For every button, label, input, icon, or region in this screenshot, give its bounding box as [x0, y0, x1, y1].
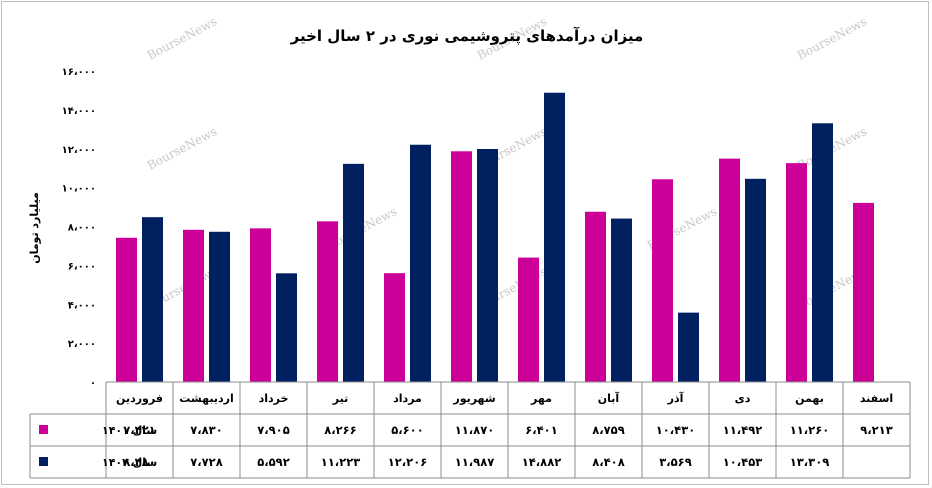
y-axis-label: میلیارد تومان [28, 192, 41, 264]
bar-series1 [183, 229, 204, 382]
data-label: ۷،۷۲۸ [190, 455, 222, 469]
bar-series2 [276, 273, 297, 382]
y-tick-label: ۶،۰۰۰ [68, 261, 96, 272]
y-tick-label: ۸،۰۰۰ [68, 223, 96, 234]
y-tick-label: ۲،۰۰۰ [68, 339, 96, 350]
data-label: ۱۳،۳۰۹ [790, 455, 829, 469]
bar-series1 [585, 211, 606, 382]
bar-series1 [451, 151, 472, 382]
x-tick-label: اسفند [860, 392, 893, 405]
bar-series1 [719, 158, 740, 382]
data-label: ۱۱،۴۹۲ [723, 423, 762, 437]
data-label: ۵،۶۰۰ [391, 423, 423, 437]
y-tick-label: ۴،۰۰۰ [68, 300, 96, 311]
data-label: ۷،۸۳۰ [190, 423, 222, 437]
y-axis: ۰ ۲،۰۰۰ ۴،۰۰۰ ۶،۰۰۰ ۸،۰۰۰ ۱۰،۰۰۰ ۱۲،۰۰۰ ۱۴،۰۰۰ ۱… [62, 67, 96, 389]
data-label: ۱۰،۴۵۳ [723, 455, 762, 469]
x-tick-label: خرداد [259, 392, 289, 405]
watermark-text: BourseNews [145, 14, 219, 62]
y-tick-label: ۱۴،۰۰۰ [62, 106, 96, 117]
data-label: ۸،۷۵۹ [592, 423, 624, 437]
bars-layer [116, 92, 874, 383]
data-label: ۸،۲۶۶ [324, 423, 356, 437]
x-tick-label: اردیبهشت [179, 392, 233, 405]
data-label: ۵،۵۹۲ [257, 455, 289, 469]
watermark-text: BourseNews [145, 124, 219, 172]
chart-title: میزان درآمدهای پتروشیمی نوری در ۲ سال اخ… [290, 27, 644, 46]
bar-series2 [477, 149, 498, 382]
x-tick-label: بهمن [795, 392, 824, 405]
x-tick-label: مهر [530, 392, 552, 405]
legend-swatch [39, 425, 48, 434]
data-label: ۱۴،۸۸۲ [522, 455, 561, 469]
bar-series2 [745, 178, 766, 382]
data-label: ۶،۴۰۱ [525, 423, 557, 437]
bar-series2 [611, 218, 632, 382]
x-tick-label: شهریور [452, 392, 495, 405]
y-tick-label: ۱۶،۰۰۰ [62, 67, 96, 78]
x-tick-label: مرداد [393, 392, 422, 405]
x-tick-label: تیر [332, 392, 348, 405]
legend-swatch [39, 457, 48, 466]
bar-series1 [317, 221, 338, 382]
y-tick-label: ۱۲،۰۰۰ [62, 145, 96, 156]
y-tick-label: ۱۰،۰۰۰ [62, 184, 96, 195]
bar-series1 [518, 257, 539, 382]
data-label: ۸،۴۸۰ [123, 455, 155, 469]
bar-series1 [250, 228, 271, 382]
x-tick-label: آذر [667, 391, 684, 405]
x-tick-label: فروردین [116, 392, 163, 405]
bar-series1 [116, 237, 137, 382]
bar-series1 [853, 202, 874, 382]
bar-series1 [652, 179, 673, 382]
data-label: ۱۱،۲۶۰ [790, 423, 829, 437]
x-tick-label: دی [735, 392, 751, 405]
data-table: فروردین اردیبهشت خرداد تیر مرداد شهریور مهر آبا… [29, 381, 911, 479]
bar-series2 [410, 144, 431, 382]
data-label: ۱۲،۲۰۶ [388, 455, 427, 469]
bar-series2 [544, 92, 565, 382]
bar-series2 [343, 163, 364, 382]
data-label: ۱۱،۲۲۳ [321, 455, 360, 469]
bar-series2 [678, 312, 699, 382]
bar-series1 [384, 273, 405, 382]
watermark-text: BourseNews [795, 14, 869, 62]
bar-series2 [209, 231, 230, 382]
data-label: ۸،۴۰۸ [592, 455, 624, 469]
data-label: ۷،۴۲۱ [123, 423, 155, 437]
x-tick-label: آبان [598, 391, 620, 405]
data-label: ۹،۲۱۳ [860, 423, 892, 437]
data-label: ۱۱،۹۸۷ [455, 455, 494, 469]
legend-label: سال ۱۴۰۲ [102, 456, 157, 469]
data-label: ۱۰،۴۳۰ [656, 423, 695, 437]
bar-series2 [812, 123, 833, 383]
bar-series1 [786, 163, 807, 382]
data-label: ۷،۹۰۵ [257, 423, 289, 437]
bar-series2 [142, 217, 163, 382]
legend-label: سال ۱۴۰۱ [102, 424, 157, 437]
data-label: ۱۱،۸۷۰ [455, 423, 494, 437]
data-label: ۳،۵۶۹ [659, 455, 691, 469]
y-tick-label: ۰ [90, 378, 96, 389]
